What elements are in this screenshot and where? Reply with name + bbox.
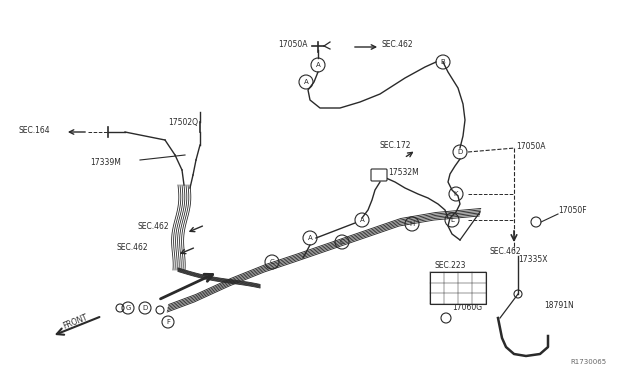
Text: 18792E: 18792E [452,288,481,296]
Text: A: A [303,79,308,85]
Text: A: A [360,217,364,223]
Text: D: D [142,305,148,311]
Text: 17050F: 17050F [558,205,587,215]
Text: H: H [410,221,415,227]
Bar [430,272,486,304]
Text: 17050A: 17050A [516,141,545,151]
Text: G: G [125,305,131,311]
Text: SEC.462: SEC.462 [490,247,522,257]
Text: 17050A: 17050A [278,39,307,48]
Text: F: F [166,319,170,325]
Text: SEC.172: SEC.172 [380,141,412,150]
Text: SEC.223: SEC.223 [435,260,467,269]
Text: A: A [308,235,312,241]
FancyBboxPatch shape [371,169,387,181]
Text: K: K [454,191,458,197]
Text: 17060G: 17060G [452,304,482,312]
Text: 17502Q: 17502Q [168,118,198,126]
Text: D: D [458,149,463,155]
Text: 18791N: 18791N [544,301,573,310]
Text: SEC.462: SEC.462 [138,221,170,231]
Text: C: C [340,239,344,245]
Text: A: A [316,62,321,68]
Text: SEC.462: SEC.462 [382,39,413,48]
Text: 17339M: 17339M [90,157,121,167]
Text: 17335X: 17335X [518,256,547,264]
Text: SEC.164: SEC.164 [18,125,50,135]
Text: C: C [269,259,275,265]
Text: B: B [440,59,445,65]
Text: SEC.462: SEC.462 [116,244,148,253]
Text: 17532M: 17532M [388,167,419,176]
Text: L: L [450,217,454,223]
Text: FRONT: FRONT [62,313,90,331]
Text: R1730065: R1730065 [570,359,606,365]
